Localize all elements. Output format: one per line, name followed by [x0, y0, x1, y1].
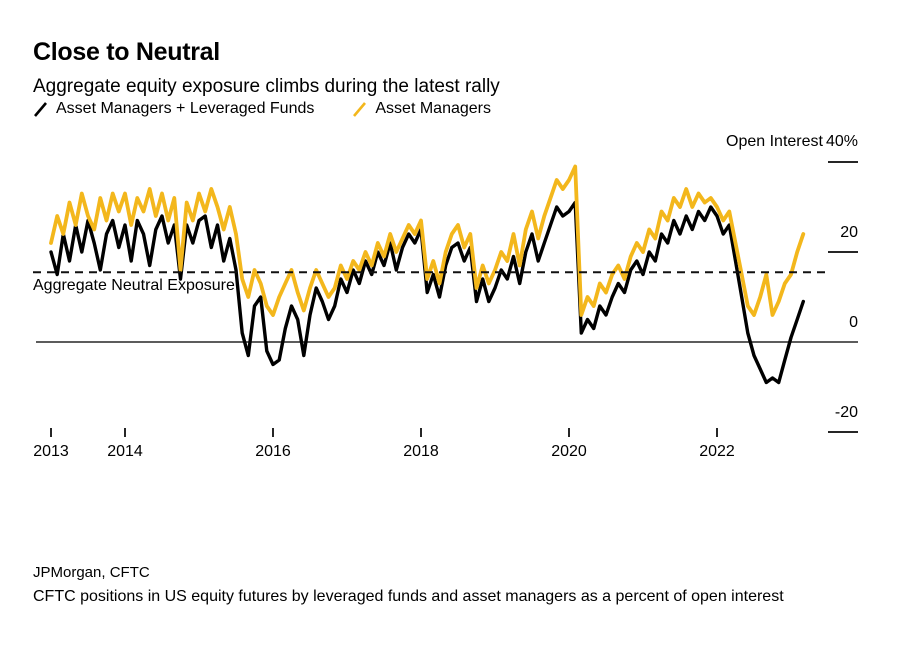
y-axis-tick-label: -20: [834, 404, 858, 421]
neutral-exposure-label: Aggregate Neutral Exposure: [33, 277, 235, 294]
legend-item-asset-managers-leveraged-funds: Asset Managers + Leveraged Funds: [33, 100, 314, 118]
black-slash-icon: [34, 101, 47, 117]
source-text: JPMorgan, CFTC: [33, 564, 150, 581]
yellow-slash-icon: [353, 101, 367, 117]
y-axis-top-tick-label: 40%: [825, 133, 858, 150]
page-title: Close to Neutral: [33, 38, 220, 66]
x-axis-tick-label: 2016: [255, 443, 291, 460]
y-axis-title: Open Interest: [726, 133, 823, 150]
x-axis-tick-label: 2018: [403, 443, 439, 460]
y-axis-tick-label: 0: [849, 314, 858, 331]
y-axis-tick-label: 20: [840, 224, 858, 241]
y-axis-title-row: Open Interest 40%: [726, 133, 858, 151]
x-axis-tick-label: 2013: [33, 443, 69, 460]
x-axis-tick-label: 2020: [551, 443, 587, 460]
chart-subtitle: Aggregate equity exposure climbs during …: [33, 76, 500, 97]
legend-item-asset-managers: Asset Managers: [352, 100, 491, 118]
legend-label: Asset Managers: [375, 100, 491, 117]
footnote-text: CFTC positions in US equity futures by l…: [33, 588, 784, 605]
x-axis-tick-label: 2014: [107, 443, 143, 460]
x-axis-tick-label: 2022: [699, 443, 735, 460]
legend-label: Asset Managers + Leveraged Funds: [56, 100, 315, 117]
chart-legend: Asset Managers + Leveraged Funds Asset M…: [33, 100, 491, 118]
